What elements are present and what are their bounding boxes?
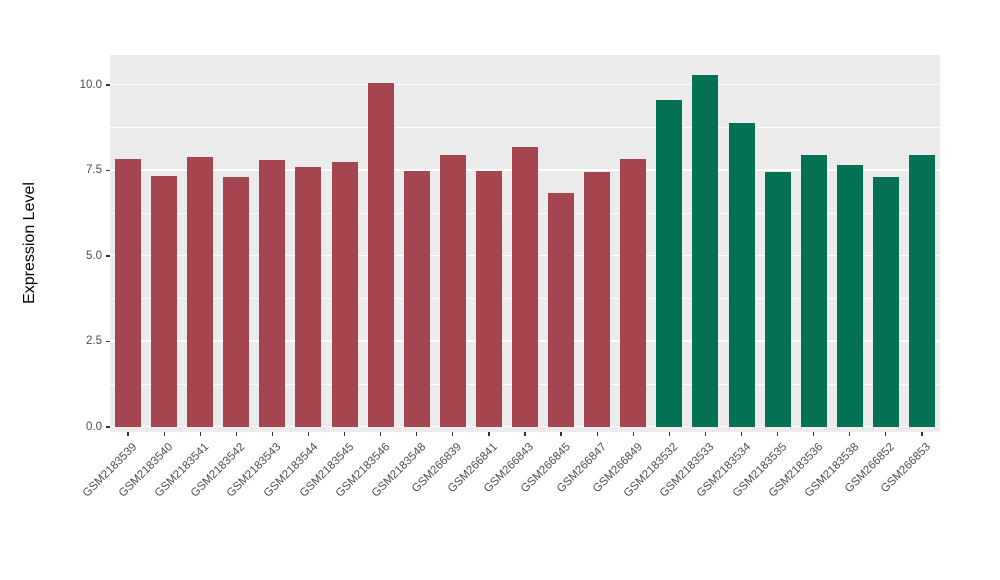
bar-GSM2183544 (295, 167, 322, 427)
y-axis-title: Expression Level (21, 182, 38, 304)
bar-GSM2183543 (259, 160, 286, 427)
bar-GSM2183532 (656, 100, 683, 427)
y-tick-label: 7.5 (86, 164, 102, 176)
x-tick-mark (163, 432, 165, 436)
x-tick-label: GSM266845 (518, 441, 573, 496)
x-tick-label: GSM2183544 (261, 441, 320, 500)
x-tick-label: GSM2183543 (225, 441, 284, 500)
bar-GSM2183548 (403, 170, 430, 427)
bar-GSM2183538 (836, 165, 863, 427)
bar-GSM266845 (548, 192, 575, 427)
x-tick-mark (524, 432, 526, 436)
x-tick-mark (343, 432, 346, 436)
x-tick-label: GSM2183538 (802, 441, 862, 500)
x-tick-mark (452, 432, 454, 436)
bar-GSM2183542 (223, 177, 250, 427)
bar-GSM2183539 (115, 158, 142, 427)
x-tick-label: GSM2183535 (730, 441, 790, 500)
minor-gridline (110, 127, 940, 128)
major-gridline (110, 83, 940, 85)
x-tick-label: GSM2183539 (80, 441, 140, 500)
x-tick-mark (380, 432, 382, 436)
bar-GSM2183534 (728, 122, 755, 427)
x-tick-label: GSM2183534 (694, 441, 754, 500)
x-tick-mark (127, 432, 129, 436)
x-tick-label: GSM2183546 (333, 441, 393, 500)
x-tick-mark (849, 432, 851, 436)
y-tick-label: 5.0 (86, 249, 102, 262)
x-tick-label: GSM266841 (446, 441, 501, 496)
x-tick-label: GSM2183540 (116, 441, 176, 500)
bar-GSM266843 (512, 146, 538, 427)
x-tick-label: GSM266849 (590, 441, 645, 496)
x-tick-mark (307, 432, 310, 436)
bar-GSM2183541 (187, 156, 214, 427)
bar-GSM266839 (439, 155, 466, 427)
y-tick-label: 10.0 (79, 78, 102, 91)
plot-panel (110, 55, 940, 432)
y-tick-label: 2.5 (86, 335, 102, 347)
x-tick-label: GSM266847 (554, 441, 609, 496)
x-tick-label: GSM266852 (843, 441, 898, 496)
x-tick-mark (271, 432, 273, 436)
x-tick-label: GSM2183541 (153, 441, 212, 500)
bar-GSM266853 (908, 155, 935, 427)
x-tick-label: GSM2183532 (622, 441, 681, 500)
x-tick-mark (596, 432, 598, 436)
bar-GSM266847 (584, 172, 611, 427)
bar-GSM266849 (620, 158, 647, 427)
bar-GSM2183535 (764, 172, 791, 427)
x-tick-mark (813, 432, 815, 436)
bar-GSM266852 (872, 177, 899, 427)
x-tick-mark (632, 432, 634, 436)
x-tick-mark (560, 432, 562, 436)
x-tick-label: GSM266853 (879, 441, 934, 496)
bar-GSM2183533 (692, 74, 719, 427)
bar-GSM2183546 (367, 83, 394, 427)
x-tick-label: GSM2183533 (658, 441, 717, 500)
x-tick-label: GSM266843 (482, 441, 537, 496)
bar-GSM2183540 (151, 175, 178, 427)
x-tick-label: GSM2183545 (297, 441, 357, 500)
x-tick-label: GSM2183542 (189, 441, 248, 500)
x-tick-mark (921, 432, 923, 436)
y-tick-label: 0.0 (86, 420, 102, 433)
bar-GSM266841 (475, 170, 502, 427)
bar-GSM2183545 (331, 161, 358, 427)
x-tick-mark (416, 432, 418, 436)
x-tick-label: GSM2183536 (766, 441, 826, 500)
x-tick-mark (668, 432, 670, 436)
x-tick-mark (488, 432, 490, 436)
x-tick-label: GSM2183548 (369, 441, 429, 500)
x-tick-mark (885, 432, 887, 436)
x-tick-mark (235, 432, 237, 436)
bar-GSM2183536 (800, 155, 827, 427)
x-tick-mark (199, 432, 201, 436)
x-tick-mark (740, 432, 743, 436)
x-tick-label: GSM266839 (410, 441, 465, 496)
x-tick-mark (777, 432, 779, 436)
x-tick-mark (704, 432, 707, 436)
